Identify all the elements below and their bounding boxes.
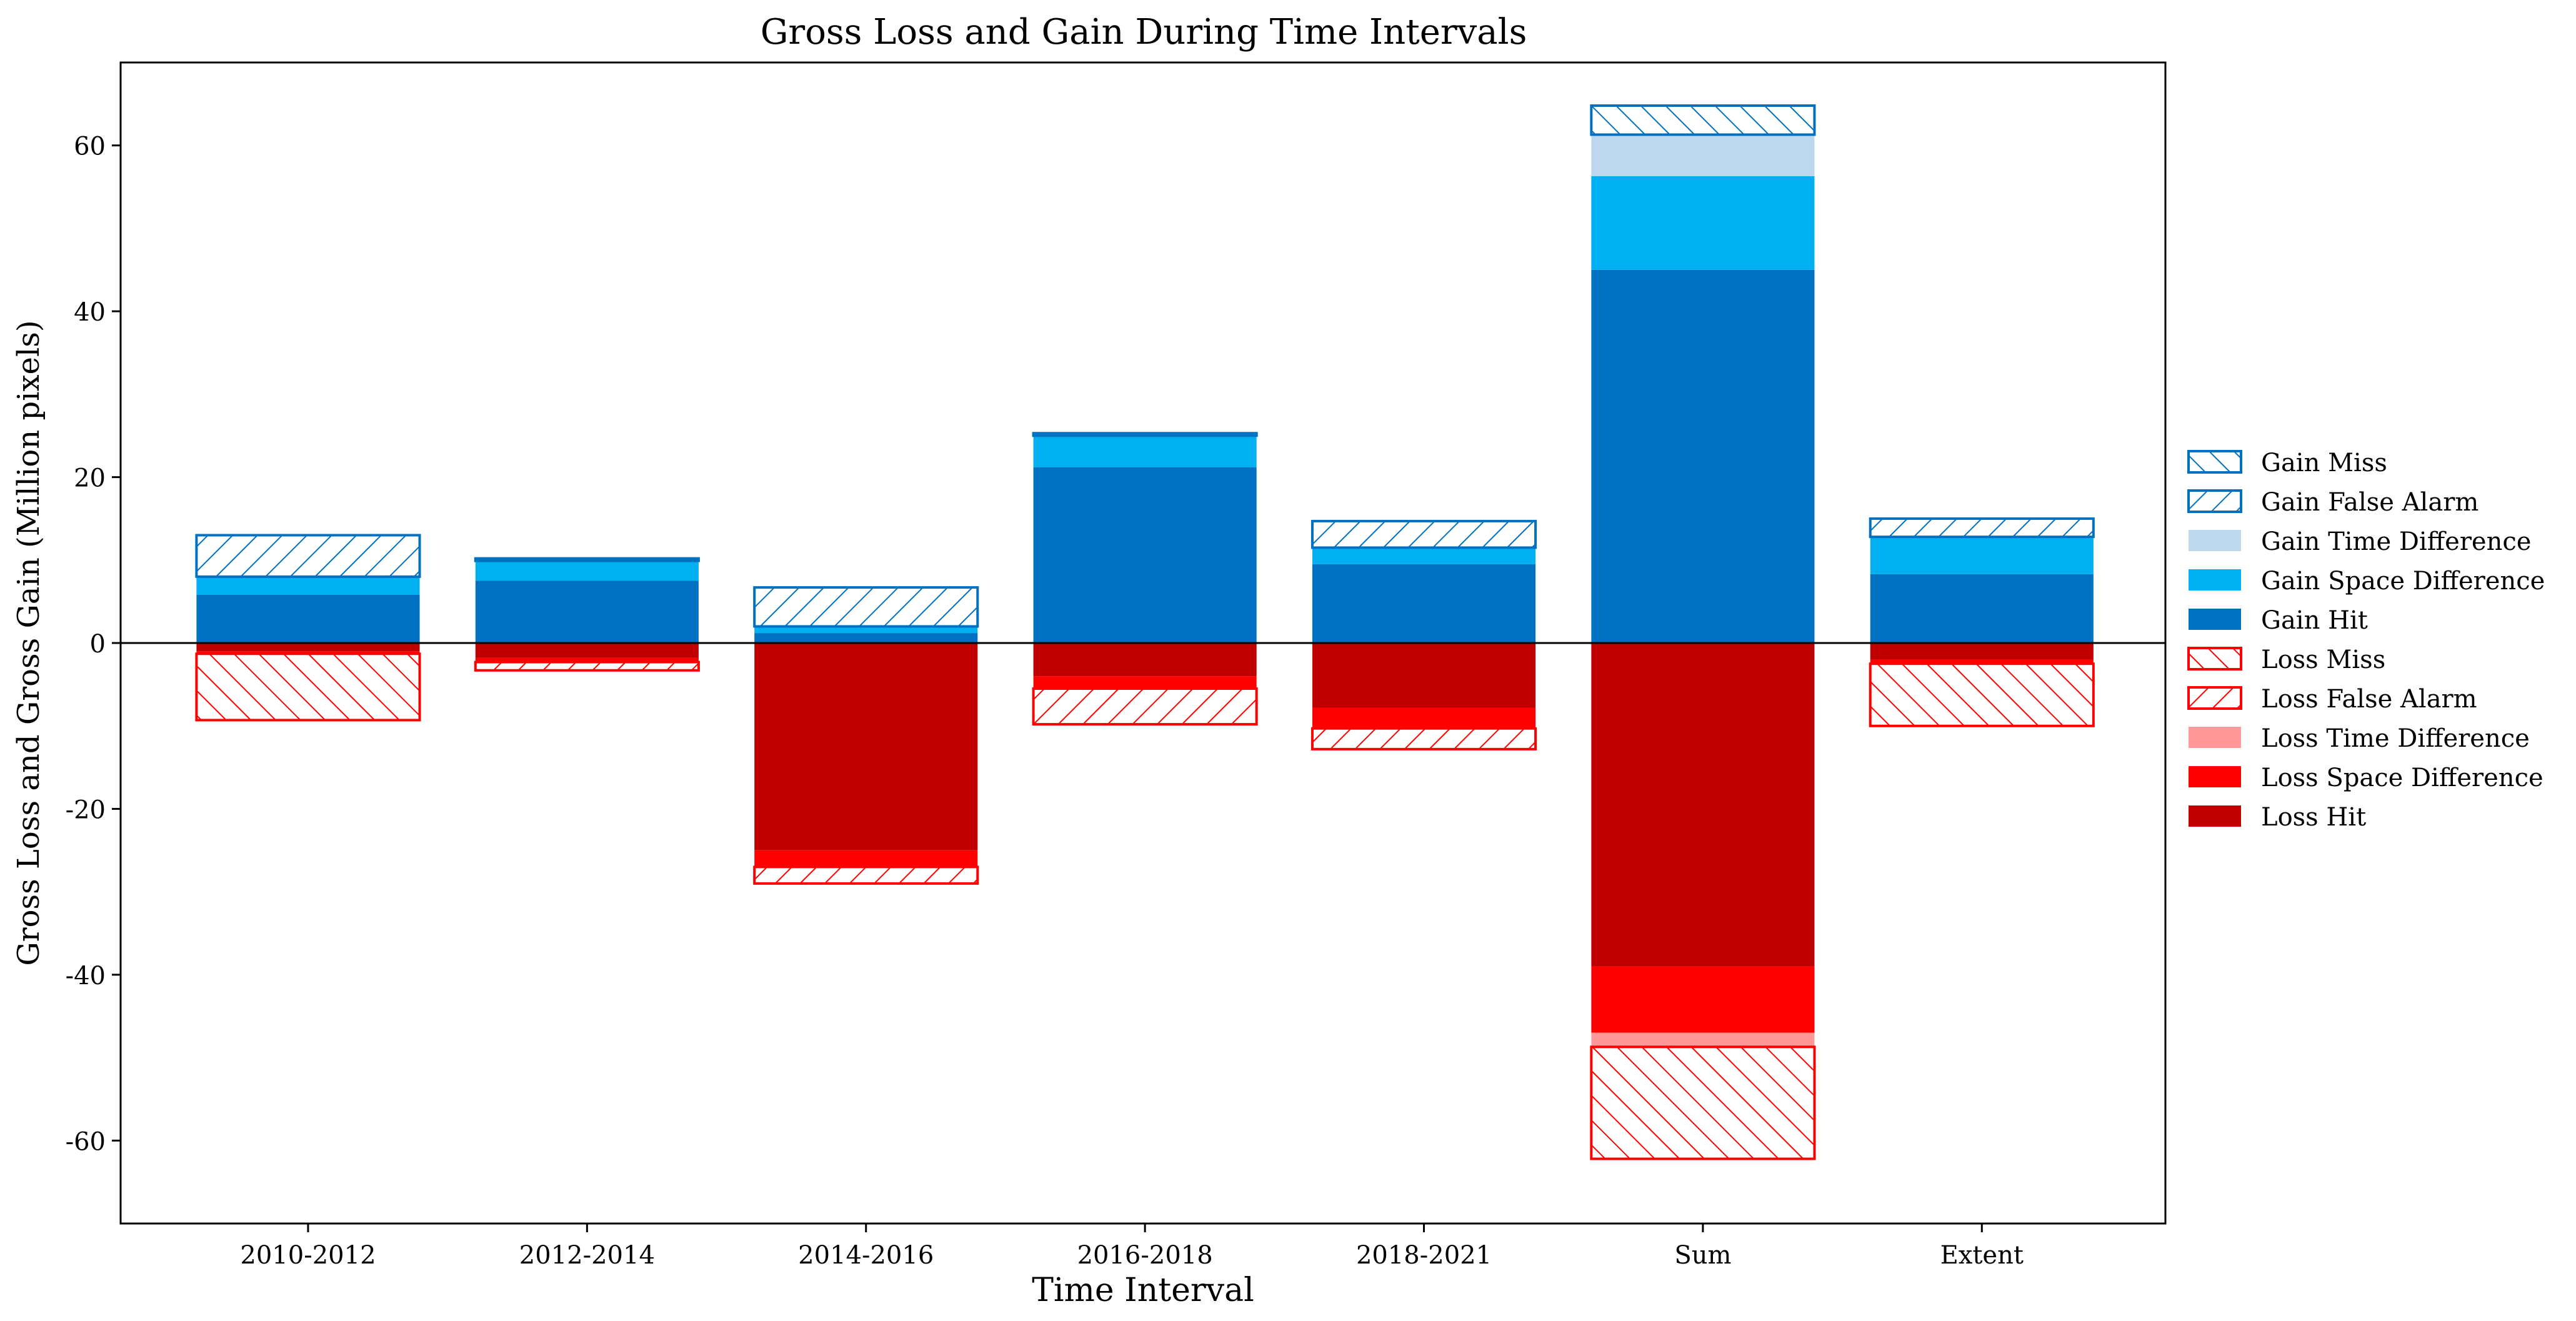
legend: Gain Miss Gain False Alarm Gain Time Diffe… [2187,449,2545,832]
bar-loss-space-difference-2018-2021 [1312,707,1536,729]
legend-label-loss-time-difference: Loss Time Difference [2261,724,2530,753]
legend-label-loss-hit: Loss Hit [2261,803,2366,832]
x-axis-label: Time Interval [1032,1272,1254,1309]
legend-label-loss-false-alarm: Loss False Alarm [2261,685,2477,714]
bar-loss-hit-2010-2012 [196,643,420,652]
bar-gain-hit-2012-2014 [475,581,699,643]
legend-swatch-gain-hit [2189,609,2241,630]
bar-loss-false-alarm-2014-2016 [753,865,979,885]
bar-gain-space-difference-2018-2021 [1312,547,1536,564]
bar-gain-hit-sum [1591,269,1815,643]
bar-gain-hit-extent [1870,574,2094,643]
y-axis-label: Gross Loss and Gross Gain (Million pixel… [11,320,46,965]
bar-gain-space-difference-2016-2018 [1033,436,1257,467]
chart-title: Gross Loss and Gain During Time Interval… [761,12,1527,52]
y-tick-label: -60 [66,1127,106,1156]
bar-loss-hit-2014-2016 [754,643,978,850]
y-tick-label: -20 [66,795,106,824]
bar-gain-space-difference-2010-2012 [196,576,420,596]
legend-label-loss-miss: Loss Miss [2261,646,2385,674]
bar-gain-hit-2016-2018 [1033,467,1257,643]
x-axis: 2010-2012 2012-2014 2014-2016 2016-2018 2018… [240,1224,2024,1270]
bar-gain-hit-2010-2012 [196,595,420,643]
legend-swatch-loss-false-alarm [2187,686,2242,710]
legend-label-gain-time-difference: Gain Time Difference [2261,527,2531,556]
bar-gain-space-difference-2014-2016 [754,626,978,634]
bar-gain-miss-2012-2014 [474,557,700,562]
x-tick-label-2016-2018: 2016-2018 [1077,1241,1213,1270]
bar-gain-hit-2018-2021 [1312,564,1536,643]
bars-layer [195,104,2095,1160]
legend-swatch-gain-miss [2187,450,2242,474]
legend-label-gain-space-difference: Gain Space Difference [2261,567,2545,596]
bar-gain-false-alarm-2018-2021 [1310,519,1537,549]
bar-loss-hit-2016-2018 [1033,643,1257,677]
bar-loss-time-difference-sum [1591,1032,1815,1047]
legend-swatch-loss-hit [2189,805,2241,827]
bar-gain-miss-sum [1590,104,1816,136]
bar-loss-miss-extent [1869,662,2095,727]
x-tick-label-2018-2021: 2018-2021 [1356,1241,1492,1270]
bar-loss-space-difference-2016-2018 [1033,676,1257,689]
bar-loss-false-alarm-2012-2014 [474,660,700,672]
x-tick-label-sum: Sum [1674,1241,1731,1270]
legend-label-gain-false-alarm: Gain False Alarm [2261,488,2479,517]
bar-loss-miss-2010-2012 [195,652,421,722]
bar-loss-space-difference-sum [1591,966,1815,1033]
legend-label-gain-miss: Gain Miss [2261,449,2387,477]
bar-gain-false-alarm-2014-2016 [753,586,979,628]
y-tick-label: 20 [74,464,106,493]
bar-loss-false-alarm-2018-2021 [1310,727,1537,750]
legend-label-gain-hit: Gain Hit [2261,606,2368,635]
x-tick-label-extent: Extent [1940,1241,2024,1270]
bar-gain-miss-2016-2018 [1032,432,1258,437]
bar-loss-hit-extent [1870,643,2094,660]
y-tick-label: 60 [74,132,106,161]
bar-loss-hit-2012-2014 [475,643,699,658]
y-tick-label: -40 [66,962,106,990]
bar-gain-false-alarm-extent [1869,517,2095,539]
y-tick-label: 0 [90,630,106,659]
legend-swatch-gain-false-alarm [2187,489,2242,513]
legend-swatch-loss-time-difference [2189,727,2241,748]
bar-gain-time-difference-sum [1591,134,1815,176]
legend-swatch-loss-miss [2187,647,2242,670]
bar-gain-space-difference-extent [1870,537,2094,574]
legend-label-loss-space-difference: Loss Space Difference [2261,764,2544,792]
bar-loss-space-difference-2012-2014 [475,657,699,662]
x-tick-label-2012-2014: 2012-2014 [519,1241,655,1270]
bar-loss-hit-sum [1591,643,1815,967]
legend-swatch-gain-space-difference [2189,569,2241,591]
bar-loss-hit-2018-2021 [1312,643,1536,708]
bar-gain-space-difference-2012-2014 [475,561,699,581]
bar-loss-miss-sum [1590,1045,1816,1160]
legend-swatch-gain-time-difference [2189,530,2241,551]
bar-gain-space-difference-sum [1591,176,1815,270]
legend-swatch-loss-space-difference [2189,766,2241,787]
bar-loss-space-difference-2014-2016 [754,850,978,867]
y-tick-label: 40 [74,298,106,327]
bar-gain-false-alarm-2010-2012 [195,534,421,578]
x-tick-label-2010-2012: 2010-2012 [240,1241,376,1270]
bar-loss-false-alarm-2016-2018 [1032,687,1258,726]
x-tick-label-2014-2016: 2014-2016 [798,1241,934,1270]
bar-gain-hit-2014-2016 [754,633,978,643]
bar-loss-space-difference-extent [1870,659,2094,664]
y-axis: -60 -40 -20 0 20 40 60 [66,132,121,1156]
